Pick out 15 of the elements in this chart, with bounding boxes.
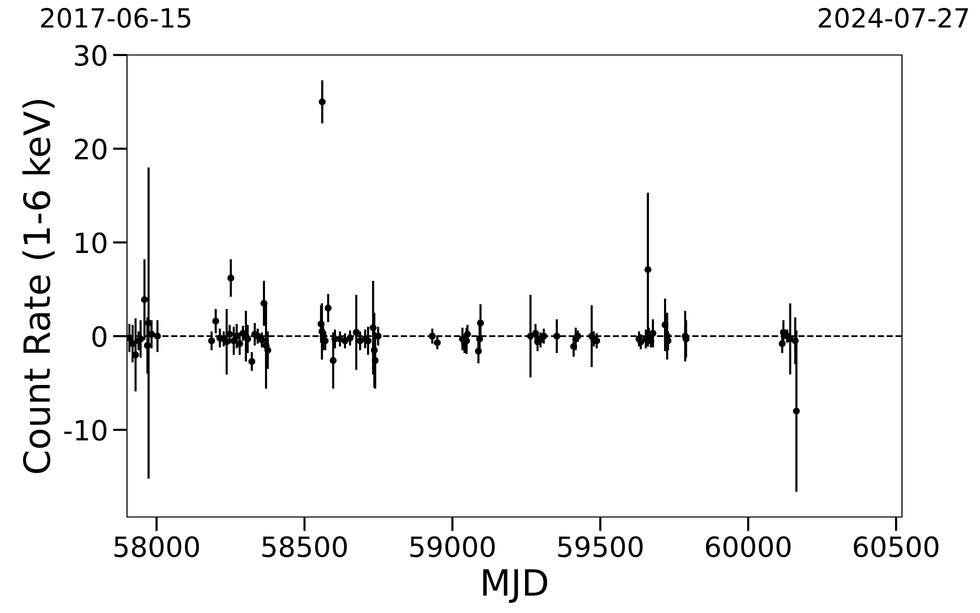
x-tick-label: 60000 xyxy=(706,536,791,558)
y-tick-label: 30 xyxy=(75,44,106,66)
y-tick-label: -10 xyxy=(64,420,106,441)
y-tick-label: 20 xyxy=(74,138,106,160)
y-axis-title: Count Rate (1-6 keV) xyxy=(22,100,55,474)
x-tick-label: 58000 xyxy=(114,536,199,558)
x-tick-label: 58500 xyxy=(262,536,347,558)
x-tick-label: 59000 xyxy=(410,536,495,558)
text: 2024-07-27 xyxy=(818,8,968,28)
y-tick-label: 0 xyxy=(92,326,106,348)
x-tick-label: 60500 xyxy=(854,536,938,558)
y-tick-label: 10 xyxy=(76,232,106,254)
x-tick-label: 59500 xyxy=(558,536,643,558)
text: 2017-06-15 xyxy=(41,8,190,28)
x-axis-title: MJD xyxy=(483,569,548,603)
